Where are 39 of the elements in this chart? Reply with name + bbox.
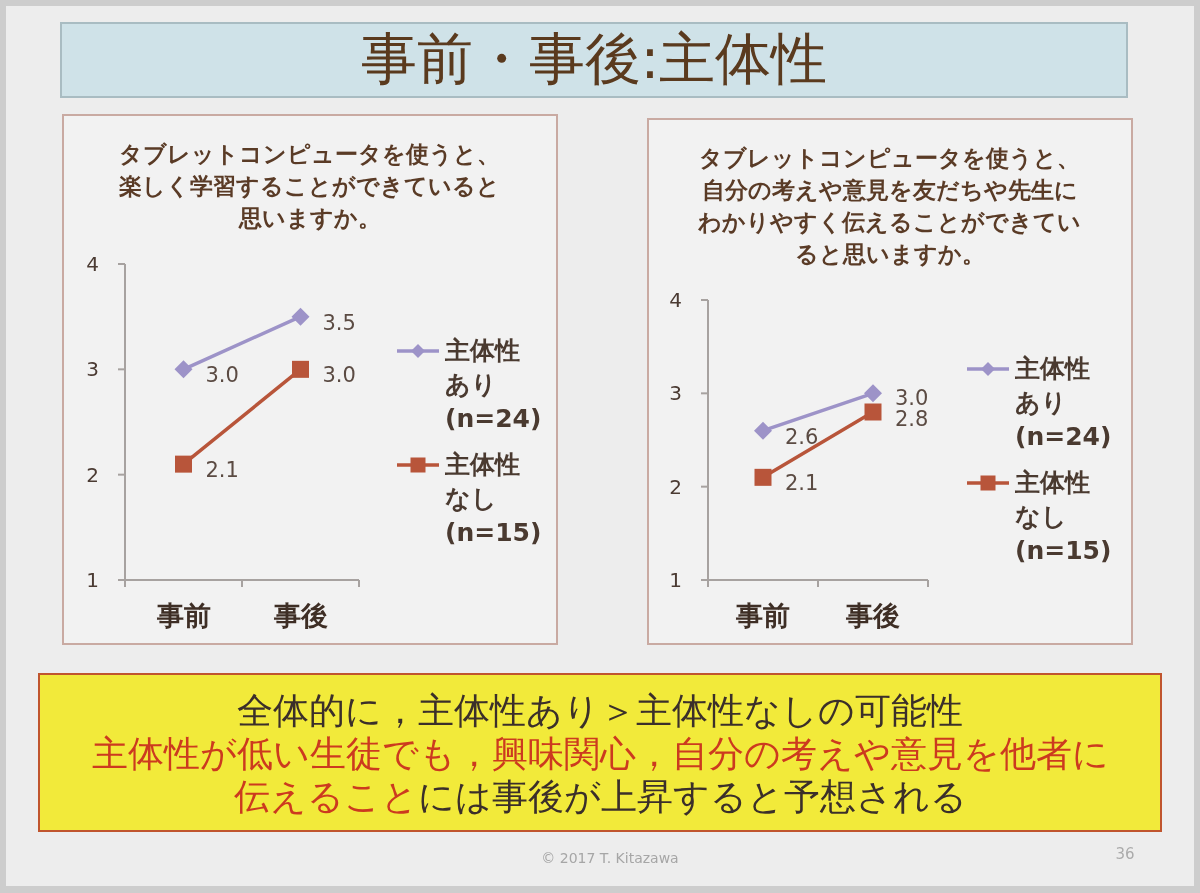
point — [754, 468, 772, 486]
point — [864, 403, 882, 421]
y-tick-label: 2 — [669, 474, 682, 499]
data-label: 2.1 — [785, 471, 819, 496]
legend-label: 主体性あり(n=24) — [445, 335, 542, 435]
text: には事後が上昇すると予想される — [417, 776, 967, 817]
chart-title: タブレットコンピュータを使うと、楽しく学習することができていると思いますか。 — [118, 140, 502, 233]
x-tick-label: 事後 — [272, 600, 328, 631]
y-tick-label: 4 — [86, 252, 99, 276]
text: 全体的に，主体性あり＞主体性なしの可能性 — [237, 690, 963, 731]
legend-label: 主体性あり(n=24) — [1015, 353, 1112, 453]
text: 36 — [1114, 844, 1136, 864]
x-tick-label: 事前 — [735, 600, 790, 631]
data-label: 3.0 — [205, 363, 239, 388]
y-tick-label: 1 — [669, 568, 682, 592]
point — [174, 360, 193, 379]
x-tick-label: 事後 — [845, 600, 900, 631]
y-tick-label: 3 — [669, 381, 682, 406]
text: 伝えること — [233, 776, 418, 817]
data-label: 3.5 — [322, 310, 356, 335]
point — [754, 421, 772, 440]
text: © 2017 T. Kitazawa — [540, 849, 680, 868]
point — [292, 360, 309, 378]
legend-label: 主体性なし(n=15) — [445, 449, 542, 549]
x-tick-label: 事前 — [155, 600, 211, 631]
y-tick-label: 2 — [86, 462, 99, 487]
text: 主体性が低い生徒でも，興味関心，自分の考えや意見を他者に — [91, 733, 1109, 774]
chart-title: タブレットコンピュータを使うと、自分の考えや意見を友だちや先生にわかりやすく伝えることができていると思いますか。 — [697, 144, 1083, 269]
point — [291, 307, 310, 326]
data-label: 2.6 — [785, 424, 819, 449]
point — [864, 384, 882, 403]
data-label: 3.0 — [322, 363, 356, 388]
data-label: 2.1 — [205, 458, 239, 483]
point — [175, 455, 192, 473]
text: 事前・事後:主体性 — [359, 25, 829, 93]
y-tick-label: 3 — [86, 357, 99, 382]
legend-label: 主体性なし(n=15) — [1015, 467, 1112, 567]
y-tick-label: 4 — [669, 288, 682, 312]
y-tick-label: 1 — [86, 568, 99, 592]
